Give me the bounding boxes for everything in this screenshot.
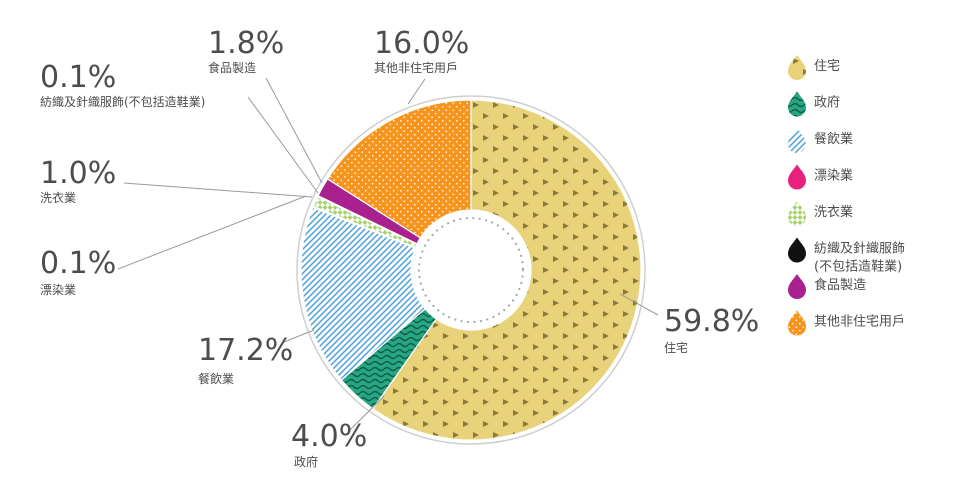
slice-category-label-residential: 住宅 xyxy=(664,340,688,355)
slice-category-label-government: 政府 xyxy=(294,454,318,469)
legend-label-government: 政府 xyxy=(814,96,840,111)
legend-label-textile_garment: 紡織及針織服飾 xyxy=(814,242,905,257)
legend-label-restaurants: 餐飲業 xyxy=(814,131,853,147)
legend-label-bleaching_dyeing: 漂染業 xyxy=(814,168,853,184)
chart-leader-lines xyxy=(117,77,659,433)
chart-center-hole xyxy=(413,212,529,328)
slice-category-label-textile_garment: 紡織及針織服飾(不包括造鞋業) xyxy=(40,94,205,109)
slice-other_non_domestic xyxy=(326,99,472,239)
slice-value-label-other_non_domestic: 16.0% xyxy=(374,26,469,61)
leader-line-laundry xyxy=(123,182,313,198)
legend-swatch-textile_garment-icon xyxy=(788,237,806,263)
legend-item-food_manufacturing: 食品製造 xyxy=(788,274,866,299)
legend-swatch-government-icon xyxy=(788,91,806,117)
legend-swatch-food_manufacturing-icon xyxy=(788,274,806,299)
legend-label-textile_garment-line2: (不包括造鞋業) xyxy=(814,259,902,275)
donut-hole xyxy=(413,212,529,328)
leader-line-food_manufacturing xyxy=(265,77,323,184)
legend-swatch-laundry-icon xyxy=(788,201,806,226)
leader-line-restaurants xyxy=(283,329,315,343)
legend-label-laundry: 洗衣業 xyxy=(814,204,853,220)
legend-swatch-bleaching_dyeing-icon xyxy=(788,164,806,190)
legend-item-other_non_domestic: 其他非住宅用戶 xyxy=(788,310,905,336)
legend-swatch-other_non_domestic-icon xyxy=(788,310,806,336)
chart-slices xyxy=(300,99,642,441)
leader-line-other_non_domestic xyxy=(407,78,426,105)
slice-value-label-laundry: 1.0% xyxy=(40,156,116,191)
legend-item-restaurants: 餐飲業 xyxy=(788,128,853,153)
chart-slice-labels: 59.8%住宅4.0%政府17.2%餐飲業0.1%漂染業1.0%洗衣業0.1%紡… xyxy=(40,26,759,469)
leader-line-residential xyxy=(619,293,659,316)
slice-category-label-other_non_domestic: 其他非住宅用戶 xyxy=(374,60,458,75)
legend-label-residential: 住宅 xyxy=(814,59,840,74)
legend-item-residential: 住宅 xyxy=(788,55,840,80)
slice-value-label-textile_garment: 0.1% xyxy=(40,60,116,95)
slice-value-label-bleaching_dyeing: 0.1% xyxy=(40,246,116,281)
slice-category-label-restaurants: 餐飲業 xyxy=(198,371,234,386)
slice-value-label-food_manufacturing: 1.8% xyxy=(208,26,284,61)
leader-line-government xyxy=(347,395,385,433)
donut-inner-dotted-circle xyxy=(417,216,525,324)
legend-swatch-residential-icon xyxy=(788,55,806,80)
slice-category-label-laundry: 洗衣業 xyxy=(40,190,76,205)
legend-item-laundry: 洗衣業 xyxy=(788,201,853,226)
slice-category-label-bleaching_dyeing: 漂染業 xyxy=(40,282,76,297)
legend-item-textile_garment: 紡織及針織服飾 (不包括造鞋業) xyxy=(788,237,905,275)
legend-item-government: 政府 xyxy=(788,91,840,117)
slice-value-label-restaurants: 17.2% xyxy=(198,333,293,368)
legend-label-food_manufacturing: 食品製造 xyxy=(814,277,866,293)
legend-item-bleaching_dyeing: 漂染業 xyxy=(788,164,853,190)
leader-line-textile_garment xyxy=(247,96,319,194)
slice-residential xyxy=(371,99,642,441)
slice-restaurants xyxy=(300,206,427,381)
legend-swatch-restaurants-icon xyxy=(788,128,806,153)
legend-label-other_non_domestic: 其他非住宅用戶 xyxy=(814,315,905,330)
leader-line-bleaching_dyeing xyxy=(117,195,307,270)
slice-value-label-government: 4.0% xyxy=(291,419,367,454)
slice-category-label-food_manufacturing: 食品製造 xyxy=(208,60,256,75)
slice-value-label-residential: 59.8% xyxy=(664,304,759,339)
